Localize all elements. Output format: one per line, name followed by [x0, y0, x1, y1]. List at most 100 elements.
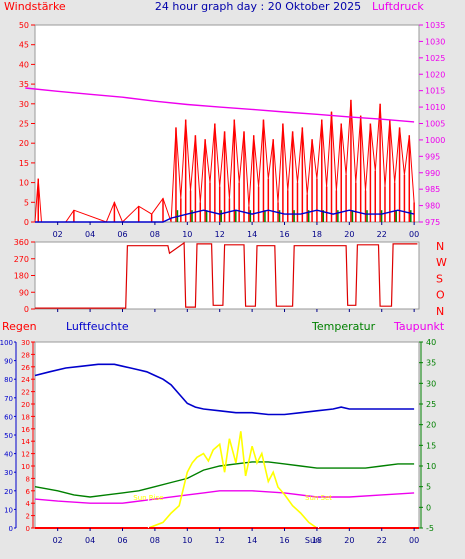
climate-x-tick-label: 10: [182, 536, 192, 545]
compass-label: W: [436, 256, 447, 269]
temperature-tick-label: 10: [426, 462, 436, 471]
humidity-tick-label: 40: [4, 451, 13, 459]
direction-tick-label: 0: [24, 305, 29, 314]
direction-tick-label: 360: [14, 238, 29, 247]
climate-x-tick-label: 22: [377, 536, 387, 545]
rain-tick-label: 20: [21, 401, 30, 409]
climate-x-tick-label: 14: [247, 536, 257, 545]
pressure-tick-label: 1010: [425, 103, 445, 112]
rain-tick-label: 22: [21, 389, 30, 397]
wind-tick-label: 30: [19, 100, 29, 109]
temperature-tick-label: -5: [426, 524, 434, 533]
wind-x-tick-label: 16: [279, 230, 289, 239]
climate-x-tick-label: 02: [53, 536, 63, 545]
humidity-tick-label: 90: [4, 358, 13, 366]
compass-label: O: [436, 289, 445, 302]
dewpoint-line: [34, 490, 415, 504]
wind-x-tick-label: 10: [182, 230, 192, 239]
rain-tick-label: 24: [21, 376, 30, 384]
pressure-line: [25, 87, 415, 123]
rain-tick-label: 10: [21, 463, 30, 471]
rain-tick-label: 16: [21, 426, 30, 434]
climate-x-tick-label: 20: [344, 536, 354, 545]
wind-axis-label: Windstärke: [4, 0, 66, 13]
wind-x-tick-label: 18: [312, 230, 322, 239]
wind-direction-line: [35, 241, 418, 309]
pressure-tick-label: 1035: [425, 21, 445, 30]
pressure-axis-label: Luftdruck: [372, 0, 424, 13]
wind-x-tick-label: 00: [409, 230, 419, 239]
temperature-tick-label: 25: [426, 400, 436, 409]
climate-x-tick-label: 06: [117, 536, 127, 545]
humidity-tick-label: 20: [4, 488, 13, 496]
climate-x-tick-label: 12: [215, 536, 225, 545]
rain-tick-label: 28: [21, 351, 30, 359]
humidity-tick-label: 10: [4, 506, 13, 514]
pressure-tick-label: 1015: [425, 87, 445, 96]
wind-tick-label: 5: [24, 198, 29, 207]
plot-area-climate: [34, 341, 420, 529]
climate-x-tick-label: 16: [279, 536, 289, 545]
rain-tick-label: 30: [21, 339, 30, 347]
wind-x-tick-label: 04: [85, 230, 95, 239]
rain-tick-label: 18: [21, 413, 30, 421]
humidity-axis-label: Luftfeuchte: [66, 320, 129, 333]
wind-x-tick-label: 08: [150, 230, 160, 239]
wind-x-tick-label: 06: [117, 230, 127, 239]
temperature-tick-label: 40: [426, 338, 436, 347]
compass-label: S: [436, 272, 443, 285]
chart-marks: 0510152025303540455097598098599099510001…: [0, 21, 447, 545]
wind-x-tick-label: 20: [344, 230, 354, 239]
pressure-tick-label: 1030: [425, 37, 445, 46]
wind-tick-label: 15: [19, 159, 29, 168]
rain-tick-label: 26: [21, 364, 30, 372]
rain-tick-label: 14: [21, 438, 30, 446]
plot-area-wind: [34, 24, 420, 223]
wind-tick-label: 35: [19, 80, 29, 89]
rain-axis-label: Regen: [2, 320, 37, 333]
chart-title: 24 hour graph day : 20 Oktober 2025: [155, 0, 361, 13]
rain-tick-label: 8: [26, 475, 30, 483]
direction-tick-label: 90: [19, 288, 29, 297]
humidity-tick-label: 50: [4, 432, 13, 440]
gust-average-line: [35, 209, 415, 223]
climate-x-tick-label: 00: [409, 536, 419, 545]
dewpoint-axis-label: Taupunkt: [393, 320, 445, 333]
pressure-tick-label: 1025: [425, 54, 445, 63]
wind-tick-label: 45: [19, 41, 29, 50]
temperature-tick-label: 5: [426, 483, 431, 492]
rain-tick-label: 0: [26, 525, 30, 533]
plot-area-direction: [34, 241, 420, 310]
climate-x-tick-label: 08: [150, 536, 160, 545]
humidity-tick-label: 70: [4, 395, 13, 403]
humidity-tick-label: 100: [0, 339, 13, 347]
pressure-tick-label: 975: [425, 218, 440, 227]
wind-tick-label: 10: [19, 179, 29, 188]
temperature-tick-label: 20: [426, 421, 436, 430]
wind-tick-label: 20: [19, 139, 29, 148]
humidity-tick-label: 0: [9, 525, 13, 533]
climate-x-tick-label: 04: [85, 536, 95, 545]
humidity-tick-label: 30: [4, 469, 13, 477]
pressure-tick-label: 990: [425, 169, 440, 178]
rain-tick-label: 12: [21, 451, 30, 459]
compass-label: N: [436, 240, 444, 253]
humidity-tick-label: 60: [4, 413, 13, 421]
sun-label: Sun: [305, 536, 320, 545]
direction-tick-label: 180: [14, 272, 29, 281]
rain-tick-label: 4: [26, 500, 31, 508]
wind-x-tick-label: 02: [53, 230, 63, 239]
pressure-tick-label: 995: [425, 152, 440, 161]
pressure-tick-label: 1000: [425, 136, 445, 145]
temperature-tick-label: 35: [426, 359, 436, 368]
wind-tick-label: 50: [19, 21, 29, 30]
rain-tick-label: 6: [26, 488, 31, 496]
pressure-tick-label: 1005: [425, 120, 445, 129]
temperature-tick-label: 15: [426, 441, 436, 450]
sunset-label: Sun Set: [305, 494, 332, 502]
temperature-axis-label: Temperatur: [311, 320, 376, 333]
rain-tick-label: 2: [26, 513, 30, 521]
humidity-tick-label: 80: [4, 376, 13, 384]
